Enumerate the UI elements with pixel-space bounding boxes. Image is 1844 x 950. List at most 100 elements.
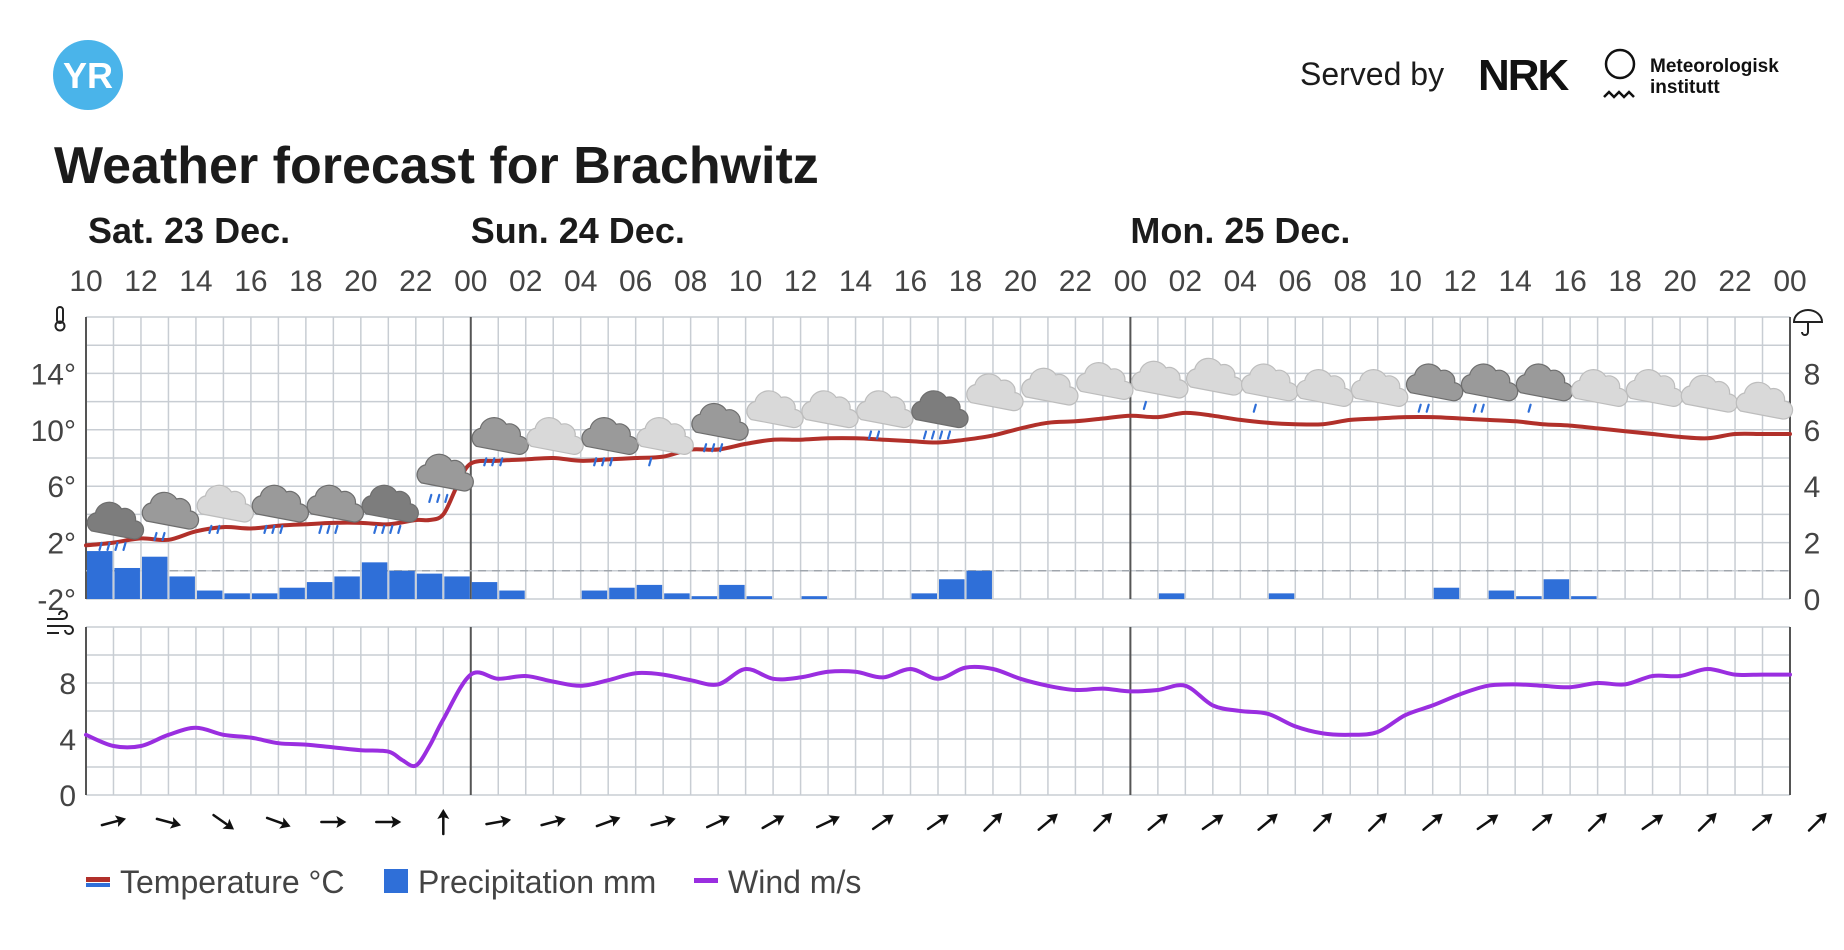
rain-drop <box>98 541 103 552</box>
precipitation-bar <box>334 576 360 599</box>
precipitation-bar <box>691 596 718 599</box>
hour-tick-label: 14 <box>179 265 212 298</box>
wind-arrow-head <box>279 817 291 829</box>
wind-arrow-icon <box>815 815 840 829</box>
cloud-shape <box>196 484 254 523</box>
day-label: Mon. 25 Dec. <box>1130 210 1350 251</box>
wind-arrow-head <box>828 815 840 827</box>
wind-arrow-icon <box>871 814 894 831</box>
precipitation-bar <box>87 551 113 599</box>
heavy-rain-cloud-icon <box>911 390 969 440</box>
light-rain-cloud-icon <box>196 484 254 534</box>
wind-arrow-icon <box>265 816 291 829</box>
wind-arrow-head <box>554 815 566 828</box>
rain-drop <box>867 430 873 440</box>
hour-tick-label: 16 <box>1553 265 1586 298</box>
light-rain-cloud-icon <box>856 390 914 440</box>
hour-tick-label: 10 <box>729 265 762 298</box>
hour-tick-label: 06 <box>619 265 652 298</box>
thermometer-icon <box>54 306 66 332</box>
wind-arrow-head <box>772 815 785 826</box>
precipitation-bar <box>801 596 828 599</box>
precipitation-bar <box>1543 579 1570 599</box>
cloud-shape <box>636 417 694 455</box>
cloud-shape <box>691 402 749 441</box>
hour-tick-labels: 10 12 14 16 18 20 22 00 02 04 06 08 10 12 14 16 18 20 22 00… <box>69 265 1806 298</box>
precipitation-bar <box>141 556 168 599</box>
precipitation-bar <box>1433 587 1460 599</box>
cloud-shape <box>416 453 474 492</box>
hour-tick-label: 20 <box>1004 265 1037 298</box>
cloud-shape <box>526 417 584 455</box>
hour-tick-label: 02 <box>1169 265 1202 298</box>
wind-arrow-icon <box>1313 812 1332 832</box>
cloud-shape <box>471 417 529 455</box>
served-by-label: Served by <box>1300 56 1444 92</box>
rain-drop <box>334 524 339 534</box>
rain-cloud-icon <box>306 484 364 534</box>
precipitation-bar <box>581 590 608 599</box>
wind-arrow-head <box>1760 813 1773 825</box>
precipitation-bar <box>1516 596 1542 599</box>
cloud-icon <box>1186 357 1244 396</box>
wind-arrow-head <box>169 816 182 829</box>
wind-legend-icon <box>694 878 718 883</box>
hour-tick-label: 08 <box>674 265 707 298</box>
rain-drop <box>710 443 716 453</box>
cloud-icon <box>1021 367 1079 406</box>
yr-logo[interactable]: YR <box>53 40 123 110</box>
temperature-legend-icon <box>86 877 110 882</box>
precipitation-bars <box>87 551 1597 599</box>
wind-arrow-icon <box>926 814 949 831</box>
rain-drop <box>875 430 881 440</box>
hour-tick-label: 00 <box>1773 265 1806 298</box>
wind-arrow-head <box>1046 813 1058 825</box>
precipitation-bar <box>499 590 525 599</box>
rain-drop <box>1417 403 1422 413</box>
precipitation-bar <box>169 576 195 599</box>
precipitation-bar <box>444 576 470 599</box>
hour-tick-label: 16 <box>234 265 267 298</box>
rain-cloud-icon <box>251 484 309 534</box>
wind-arrow-head <box>336 816 347 828</box>
hour-tick-label: 18 <box>289 265 322 298</box>
hour-tick-label: 22 <box>1718 265 1751 298</box>
precipitation-bar <box>251 593 278 599</box>
precipitation-bar <box>1158 593 1185 599</box>
heavy-rain-cloud-icon <box>86 501 145 552</box>
wind-arrow-head <box>114 815 127 828</box>
wind-arrow-icon <box>705 815 730 829</box>
rain-drop <box>114 541 119 552</box>
page-title: Weather forecast for Brachwitz <box>54 137 819 195</box>
precipitation-bar <box>719 584 745 599</box>
legend-item-wind[interactable]: Wind m/s <box>694 864 861 900</box>
rain-cloud-icon <box>1460 363 1519 413</box>
wind-arrow-icon <box>1532 813 1553 831</box>
precipitation-bar <box>471 582 498 599</box>
legend-item-temperature[interactable]: Temperature °C <box>86 864 344 900</box>
precipitation-bar <box>196 590 223 599</box>
light-rain-cloud-icon <box>1241 363 1299 413</box>
nrk-logo[interactable]: NRK <box>1478 51 1572 100</box>
legend-item-precipitation[interactable]: Precipitation mm <box>384 864 656 900</box>
rain-drop <box>1425 403 1430 413</box>
rain-cloud-icon <box>1515 363 1574 413</box>
rain-drop <box>930 430 936 440</box>
temperature-tick-label: 14° <box>31 358 76 391</box>
cloud-shape <box>966 373 1024 412</box>
wind-arrow-icon <box>437 809 450 836</box>
cloud-icon <box>1735 381 1794 420</box>
hour-tick-label: 00 <box>1114 265 1147 298</box>
rain-drop <box>428 493 433 503</box>
met-institute-logo[interactable]: Meteorologisk institutt <box>1603 48 1779 99</box>
rain-drop <box>938 430 944 440</box>
rain-drop <box>279 524 284 534</box>
heavy-rain-cloud-icon <box>361 484 419 534</box>
wind-arrow-head <box>437 809 450 819</box>
hour-tick-label: 12 <box>124 265 157 298</box>
rain-drop <box>491 457 496 467</box>
rain-drop <box>483 457 488 467</box>
wind-arrow-head <box>937 814 949 826</box>
precipitation-bar <box>306 582 333 599</box>
rain-drop <box>1472 403 1477 413</box>
